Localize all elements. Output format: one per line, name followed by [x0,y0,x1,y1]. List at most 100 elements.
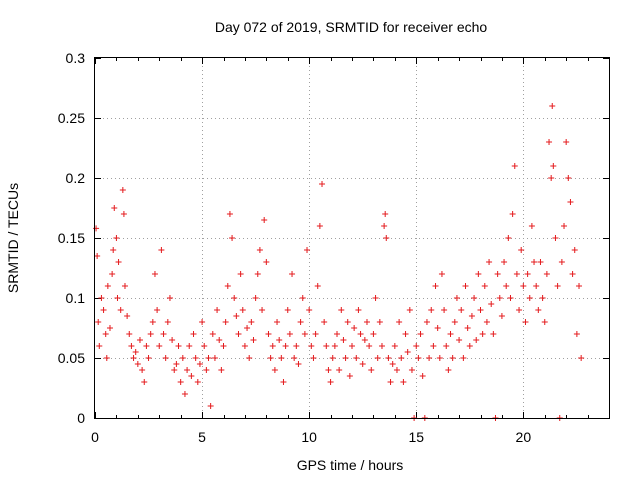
data-point [224,283,231,289]
data-point [366,343,373,349]
data-point [513,271,520,277]
data-point [325,367,332,373]
data-point [541,319,548,325]
data-point [98,295,105,301]
data-point [531,259,538,265]
data-point [359,361,366,367]
data-point [104,283,111,289]
y-tick-label: 0.25 [58,110,85,126]
data-point [175,343,182,349]
data-point [244,325,251,331]
data-point [190,331,197,337]
data-point [299,295,306,301]
data-point [391,343,398,349]
data-point [483,319,490,325]
data-point [573,331,580,337]
data-point [136,337,143,343]
data-point [169,337,176,343]
data-point [578,355,585,361]
data-point [432,283,439,289]
data-point [346,373,353,379]
data-point [571,247,578,253]
data-point [267,355,274,361]
data-point [312,331,319,337]
y-tick-labels: 0 0.05 0.1 0.15 0.2 0.25 0.3 [58,50,85,426]
data-point [561,223,568,229]
data-point [134,361,141,367]
grid-lines [95,58,609,418]
data-point [235,331,242,337]
data-point [449,355,456,361]
data-point [132,349,139,355]
data-point [355,307,362,313]
data-point [102,331,109,337]
data-point [408,367,415,373]
data-point [549,103,556,109]
data-point [550,163,557,169]
data-point [383,235,390,241]
data-point [192,355,199,361]
data-point [171,367,178,373]
data-point [280,379,287,385]
x-tick-label: 5 [198,429,206,445]
data-point [229,235,236,241]
data-point [269,343,276,349]
data-point [278,355,285,361]
data-point [372,295,379,301]
data-point [254,271,261,277]
data-point [306,307,313,313]
data-point [393,367,400,373]
data-point [96,343,103,349]
data-point [552,235,559,241]
data-point [179,355,186,361]
data-point [128,343,135,349]
data-point [259,307,266,313]
data-point [143,343,150,349]
data-point [537,259,544,265]
data-point [237,271,244,277]
data-point [458,307,465,313]
data-point [417,331,424,337]
data-point [385,355,392,361]
data-point [511,163,518,169]
data-point [518,247,525,253]
plot-frame [94,57,610,419]
data-point [546,139,553,145]
data-point [289,271,296,277]
data-point [503,283,510,289]
data-point [207,403,214,409]
data-point [109,271,116,277]
data-point [263,259,270,265]
data-point [441,307,448,313]
data-point [211,355,218,361]
data-point [376,319,383,325]
data-point [231,295,238,301]
data-point [145,355,152,361]
data-point [164,319,171,325]
data-point [430,343,437,349]
data-point [274,319,281,325]
data-point [286,331,293,337]
data-point [94,253,101,259]
data-point [344,319,351,325]
data-point [121,283,128,289]
data-point [526,295,533,301]
data-point [509,211,516,217]
data-point [314,283,321,289]
data-point [297,319,304,325]
data-point [319,181,326,187]
data-point [216,337,223,343]
data-point [396,319,403,325]
data-point [535,307,542,313]
data-point [477,307,484,313]
data-point [117,307,124,313]
data-point [524,271,531,277]
data-point [233,313,240,319]
data-point [404,349,411,355]
data-point [501,259,508,265]
data-point [473,337,480,343]
data-point [177,379,184,385]
y-tick-label: 0.15 [58,230,85,246]
data-point [423,319,430,325]
data-point [110,247,117,253]
